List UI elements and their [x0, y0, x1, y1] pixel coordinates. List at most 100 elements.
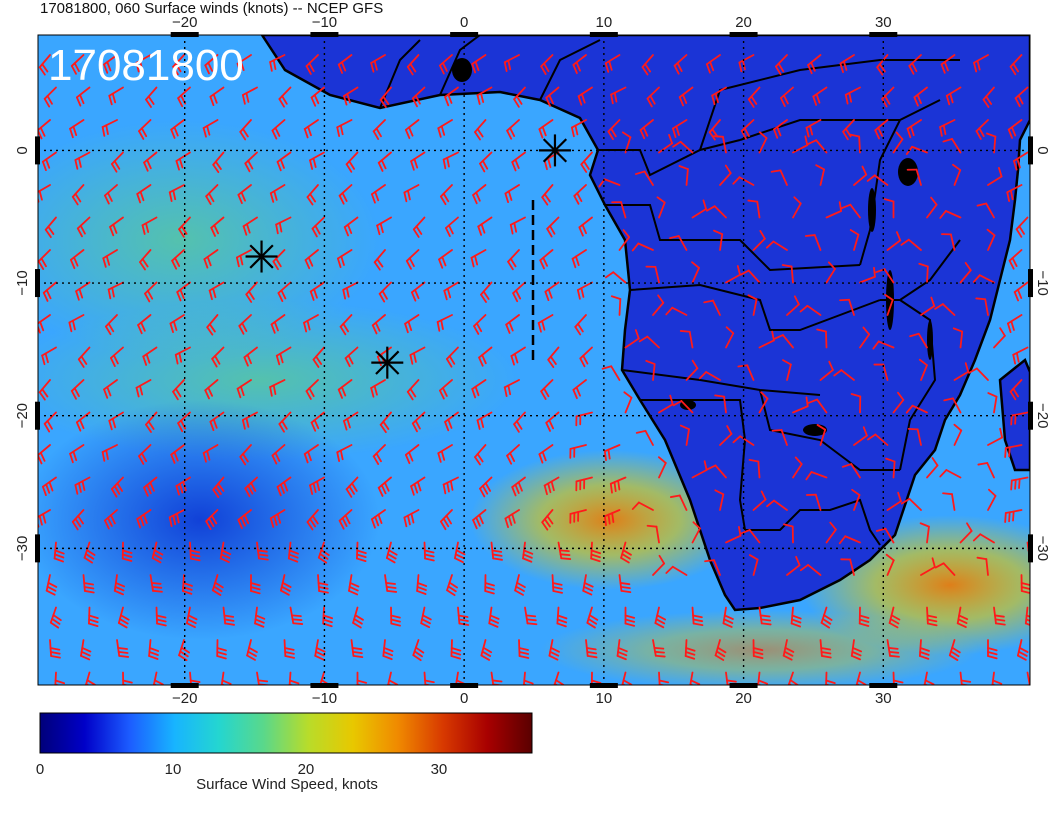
wind-barb — [436, 314, 453, 332]
bottom-lon-label: −10 — [312, 690, 337, 707]
wind-barb — [1007, 119, 1023, 139]
wind-barb — [706, 464, 727, 479]
wind-barb — [377, 151, 392, 172]
wind-barb — [442, 151, 459, 170]
wind-barb — [885, 457, 896, 479]
wind-barb — [372, 444, 386, 466]
wind-barb — [781, 264, 794, 284]
wind-barb — [665, 565, 688, 576]
wind-barb — [849, 133, 861, 154]
wind-barb — [205, 184, 219, 206]
wind-barb — [382, 639, 394, 661]
wind-barb — [305, 54, 319, 75]
wind-barb — [939, 210, 962, 219]
wind-barb — [1026, 671, 1030, 685]
wind-barb — [986, 228, 996, 251]
wind-barb — [853, 426, 868, 446]
wind-barb — [68, 314, 85, 333]
wind-barb — [209, 86, 225, 107]
wind-barb — [782, 639, 795, 661]
wind-barb — [439, 509, 453, 531]
wind-barb — [765, 240, 788, 251]
wind-barb — [454, 541, 466, 564]
wind-barb — [104, 184, 118, 205]
wind-barb — [918, 262, 929, 284]
wind-barb — [580, 151, 593, 173]
wind-barb — [439, 54, 453, 75]
wind-barb — [672, 400, 694, 414]
wind-barb — [1012, 346, 1029, 365]
wind-barb — [439, 184, 453, 206]
wind-barb — [212, 476, 225, 499]
wind-barb — [654, 606, 667, 629]
wind-barb — [725, 265, 741, 284]
wind-barb — [139, 249, 152, 271]
wind-barb — [993, 606, 1006, 626]
bottom-tick-mark — [310, 683, 339, 688]
wind-barb — [705, 205, 727, 219]
wind-barb — [747, 294, 758, 316]
wind-barb — [337, 379, 353, 399]
bottom-tick-mark — [170, 683, 199, 688]
wind-barb — [820, 606, 833, 629]
wind-barb — [472, 509, 487, 530]
wind-barb — [850, 639, 863, 661]
wind-barb — [443, 281, 459, 301]
wind-barb — [1010, 411, 1029, 426]
wind-barb — [766, 499, 788, 511]
wind-barb — [135, 54, 152, 73]
wind-barb — [317, 541, 330, 564]
wind-barb — [799, 304, 822, 316]
wind-barb — [575, 476, 593, 492]
wind-barb — [873, 363, 889, 381]
wind-barb — [151, 541, 164, 564]
wind-barb — [620, 541, 632, 564]
wind-barb — [977, 462, 995, 479]
wind-barb — [812, 86, 828, 106]
wind-barb — [859, 266, 876, 284]
wind-barb — [943, 397, 962, 414]
wind-barb — [376, 216, 392, 236]
top-lon-label: −10 — [312, 14, 337, 31]
wind-barb — [604, 54, 621, 73]
wind-barb — [471, 54, 487, 74]
wind-barb — [406, 379, 420, 401]
wind-barb — [442, 476, 459, 495]
wind-barb — [53, 541, 65, 563]
wind-barb — [103, 54, 118, 74]
wind-barb — [336, 444, 353, 462]
wind-barb — [507, 249, 520, 271]
wind-barb — [477, 216, 493, 236]
wind-barb — [572, 379, 587, 400]
wind-barb — [348, 574, 360, 596]
wind-barb — [277, 281, 292, 302]
wind-barb — [652, 639, 666, 658]
wind-barb — [678, 165, 689, 186]
wind-barb — [578, 216, 593, 237]
colorbar-ticks: 0 10 20 30 — [36, 761, 447, 778]
wind-barb — [582, 574, 594, 596]
wind-barb — [939, 119, 956, 137]
wind-barb — [638, 335, 660, 349]
wind-barb — [722, 606, 734, 628]
colorbar-tick-label: 0 — [36, 761, 44, 778]
wind-barb — [939, 469, 962, 479]
wind-barb — [82, 574, 95, 594]
wind-barb — [142, 346, 158, 366]
wind-barb — [121, 541, 133, 562]
wind-barb — [786, 555, 801, 576]
map-panel: 17081800 — [38, 35, 1030, 685]
wind-barb — [237, 184, 252, 205]
wind-barb — [345, 476, 359, 498]
wind-barb — [203, 249, 219, 269]
wind-barb — [312, 346, 325, 368]
wind-barb — [303, 444, 319, 464]
wind-barb — [352, 606, 364, 629]
wind-barb — [543, 476, 560, 496]
wind-barb — [987, 427, 1004, 446]
wind-barb — [480, 639, 493, 661]
wind-barb — [141, 216, 158, 235]
wind-barb — [987, 167, 1003, 186]
wind-barb — [905, 404, 928, 414]
wind-barb — [569, 444, 587, 459]
